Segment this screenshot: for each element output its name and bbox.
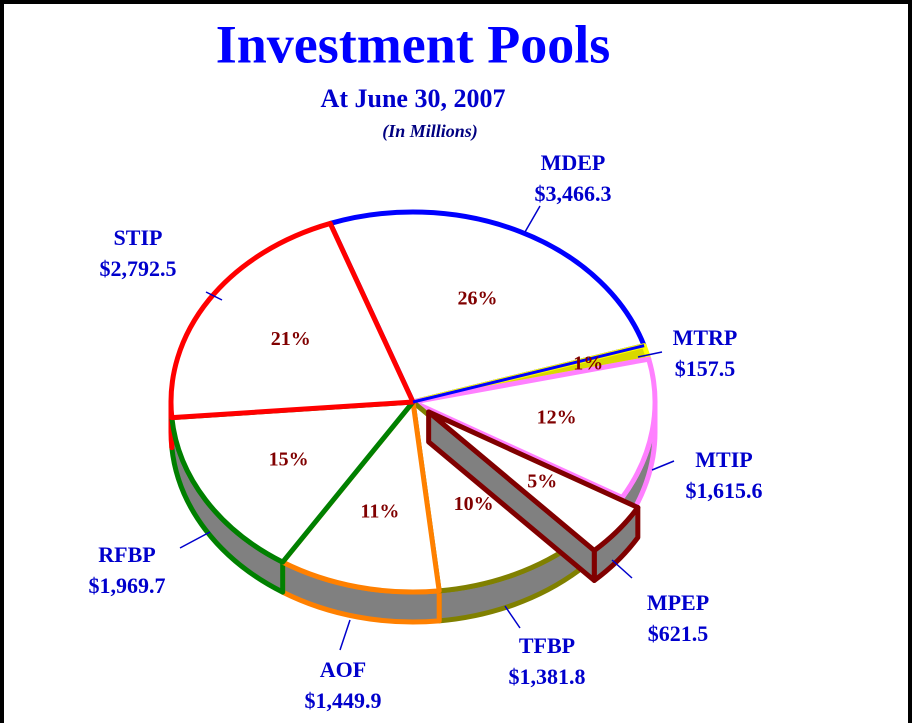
category-label: RFBP xyxy=(98,542,155,567)
value-label: $3,466.3 xyxy=(535,181,612,206)
leader-line xyxy=(651,460,675,471)
category-label: MTRP xyxy=(673,325,738,350)
pie-slice xyxy=(327,209,647,405)
category-label: MPEP xyxy=(647,590,709,615)
slice-edge xyxy=(412,344,645,404)
category-label: STIP xyxy=(114,225,163,250)
percent-label: 5% xyxy=(527,471,557,493)
pie-slice xyxy=(410,356,658,501)
percent-label: 12% xyxy=(537,407,577,429)
pie-slice xyxy=(169,399,416,565)
leader-line xyxy=(179,531,211,549)
leader-line xyxy=(339,619,351,651)
chart-subtitle: At June 30, 2007 xyxy=(321,84,506,113)
pie-slice xyxy=(426,409,641,553)
value-label: $621.5 xyxy=(648,621,709,646)
pie-slice xyxy=(280,399,442,595)
value-label: $1,449.9 xyxy=(305,688,382,713)
value-label: $157.5 xyxy=(675,356,736,381)
percent-label: 21% xyxy=(271,328,311,350)
percent-label: 1% xyxy=(573,352,603,374)
percent-label: 11% xyxy=(360,501,399,523)
percent-label: 15% xyxy=(269,448,309,470)
category-label: MTIP xyxy=(695,447,752,472)
chart-title: Investment Pools xyxy=(216,14,610,74)
unit-note: (In Millions) xyxy=(382,121,478,142)
category-label: TFBP xyxy=(519,633,575,658)
leader-line xyxy=(637,351,663,358)
percent-label: 10% xyxy=(454,493,494,515)
percent-label: 26% xyxy=(457,287,497,309)
value-label: $2,792.5 xyxy=(100,256,177,281)
leader-line xyxy=(524,205,541,233)
category-label: MDEP xyxy=(541,150,606,175)
value-label: $1,969.7 xyxy=(89,573,166,598)
value-label: $1,381.8 xyxy=(509,664,586,689)
leader-line xyxy=(205,291,223,301)
leader-line xyxy=(611,559,633,579)
pie-slice xyxy=(168,220,416,421)
value-label: $1,615.6 xyxy=(686,478,763,503)
leader-line xyxy=(504,605,521,629)
category-label: AOF xyxy=(320,657,366,682)
